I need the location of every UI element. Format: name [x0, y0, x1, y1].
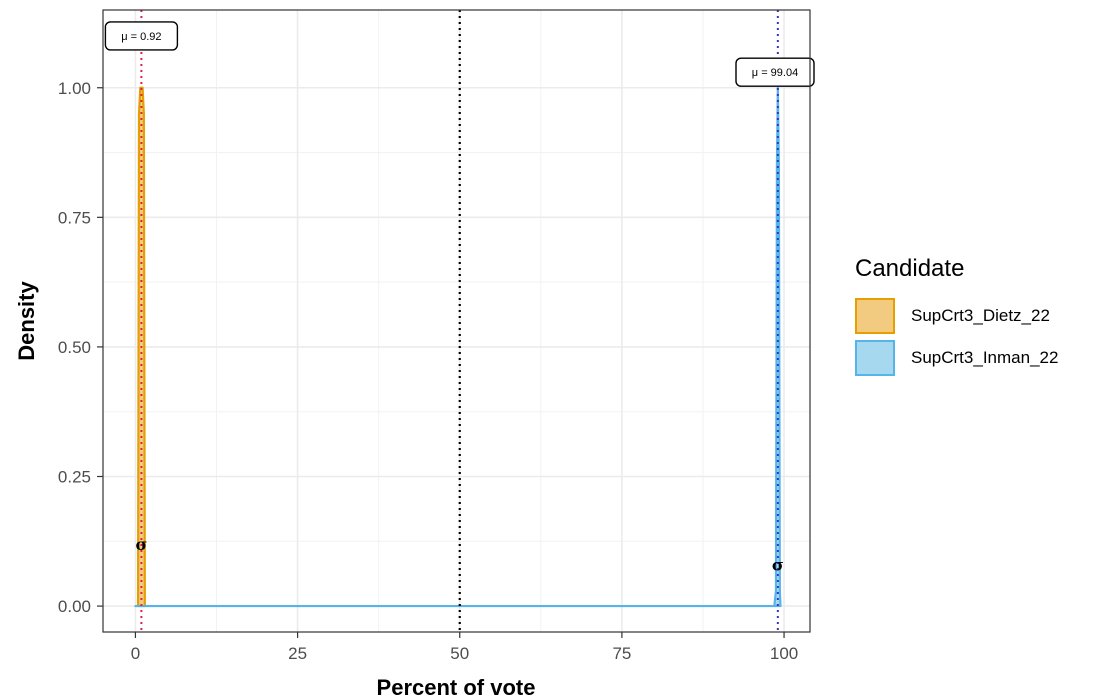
- y-tick-label: 1.00: [58, 79, 91, 98]
- legend-key-dietz: [855, 298, 895, 334]
- y-axis-title: Density: [14, 281, 39, 361]
- x-tick-label: 0: [131, 644, 140, 663]
- x-axis-title: Percent of vote: [377, 675, 536, 700]
- legend-item-inman: SupCrt3_Inman_22: [855, 337, 1058, 379]
- reference-lines: [140, 10, 779, 632]
- mean-label-0: μ = 0.92: [121, 31, 161, 43]
- plot-panel: [103, 10, 810, 632]
- mean-label-box-0: [104, 21, 179, 51]
- density-area-1: [134, 86, 782, 608]
- legend-title: Candidate: [855, 255, 965, 282]
- legend-item-dietz: SupCrt3_Dietz_22: [855, 295, 1058, 337]
- sigma-marker-1: σ: [772, 556, 784, 575]
- legend-label-inman: SupCrt3_Inman_22: [911, 348, 1059, 367]
- legend-key-inman: [855, 340, 895, 376]
- x-tick-label: 50: [450, 644, 469, 663]
- x-tick-label: 100: [770, 644, 798, 663]
- y-tick-label: 0.50: [58, 338, 91, 357]
- plot-border: [102, 9, 811, 633]
- axis-ticks: 0 25 50 75 100 0.00 0.25 0.50 0.75 1.00: [58, 79, 798, 663]
- legend: Candidate SupCrt3_Dietz_22 SupCrt3_Inman…: [855, 255, 1058, 379]
- mean-label-1: μ = 99.04: [752, 67, 798, 79]
- annotations: μ = 0.92 σ μ = 99.04 σ: [104, 21, 815, 575]
- x-tick-label: 25: [288, 644, 307, 663]
- sigma-marker-0: σ: [136, 535, 148, 554]
- y-tick-label: 0.00: [58, 597, 91, 616]
- x-tick-label: 75: [612, 644, 631, 663]
- mean-label-box-1: [735, 57, 815, 87]
- y-tick-label: 0.75: [58, 208, 91, 227]
- legend-label-dietz: SupCrt3_Dietz_22: [911, 306, 1050, 325]
- y-tick-label: 0.25: [58, 468, 91, 487]
- minor-gridlines: [103, 10, 810, 632]
